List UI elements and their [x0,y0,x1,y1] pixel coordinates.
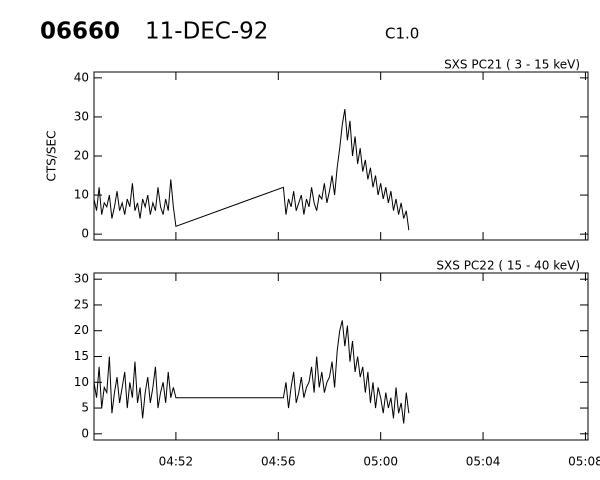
plot-frame [93,272,589,441]
panel-title: SXS PC22 ( 15 - 40 keV) [436,259,580,273]
y-tick-label: 20 [74,149,89,163]
x-tick-label: 05:08 [568,455,600,469]
y-axis-label: CTS/SEC [45,131,59,182]
y-tick-label: 10 [74,375,89,389]
event-id: 06660 [40,19,120,45]
event-date: 11-DEC-92 [145,19,268,45]
x-tick-label: 05:04 [466,455,501,469]
y-tick-label: 20 [74,323,89,337]
y-tick-label: 0 [81,227,89,241]
y-tick-label: 30 [74,272,89,286]
data-line [93,320,410,424]
x-tick-label: 04:56 [261,455,296,469]
x-tick-label: 05:00 [363,455,398,469]
y-tick-label: 40 [74,70,89,84]
y-tick-label: 5 [81,401,89,415]
data-line [93,109,410,231]
y-tick-label: 10 [74,188,89,202]
y-tick-label: 0 [81,426,89,440]
panel-title: SXS PC21 ( 3 - 15 keV) [444,58,580,72]
y-tick-label: 30 [74,109,89,123]
y-tick-label: 25 [74,297,89,311]
flare-class: C1.0 [385,25,419,43]
x-tick-label: 04:52 [159,455,194,469]
y-tick-label: 15 [74,349,89,363]
plot-frame [93,71,589,241]
